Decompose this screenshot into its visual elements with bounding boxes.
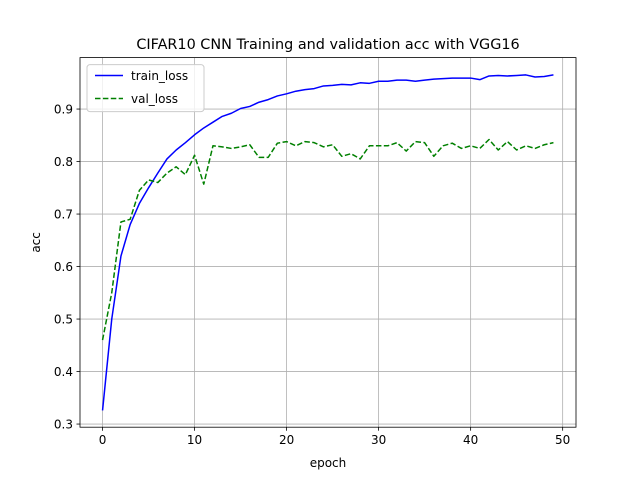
legend-label-train-loss: train_loss: [131, 69, 188, 83]
x-axis: 0 10 20 30 40 50: [99, 427, 570, 447]
y-axis-label: acc: [29, 232, 43, 253]
x-tick-label: 20: [279, 433, 294, 447]
y-tick-label: 0.6: [54, 260, 73, 274]
x-tick-label: 50: [555, 433, 570, 447]
y-tick-label: 0.4: [54, 365, 73, 379]
grid: [80, 57, 576, 428]
y-tick-label: 0.3: [54, 417, 73, 431]
y-tick-label: 0.7: [54, 207, 73, 221]
series-layer: [101, 74, 554, 411]
y-tick-label: 0.9: [54, 102, 73, 116]
x-axis-label: epoch: [310, 456, 347, 470]
plot-frame: [79, 57, 577, 428]
x-tick-label: 40: [463, 433, 478, 447]
y-tick-label: 0.8: [54, 155, 73, 169]
x-tick-label: 0: [99, 433, 107, 447]
x-tick-label: 30: [371, 433, 386, 447]
legend-label-val-loss: val_loss: [131, 92, 178, 106]
y-axis: 0.3 0.4 0.5 0.6 0.7 0.8 0.9: [54, 102, 80, 431]
series-line-val-loss: [101, 138, 554, 341]
x-tick-label: 10: [187, 433, 202, 447]
legend: train_loss val_loss: [86, 64, 205, 113]
chart-title: CIFAR10 CNN Training and validation acc …: [136, 37, 519, 53]
series-line-train-loss: [101, 74, 554, 411]
legend-box: [86, 64, 205, 113]
y-tick-label: 0.5: [54, 312, 73, 326]
